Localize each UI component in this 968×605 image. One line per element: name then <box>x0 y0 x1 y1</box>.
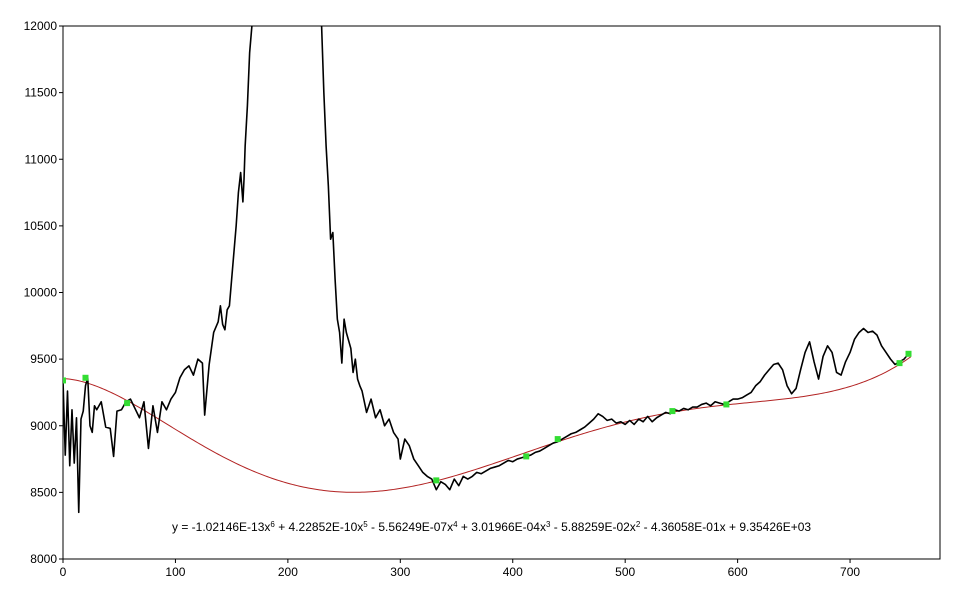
eq-term-2: - 5.88259E-02x <box>550 520 635 534</box>
anchor-point <box>124 400 131 407</box>
y-tick-label: 9500 <box>30 352 57 366</box>
anchor-point <box>554 436 561 443</box>
y-tick-label: 10000 <box>24 286 58 300</box>
plot-area-frame <box>62 25 941 560</box>
anchor-point <box>669 408 676 415</box>
anchor-point <box>723 401 730 408</box>
eq-power-5: 5 <box>363 520 368 529</box>
x-axis: 0 100 200 300 400 500 600 700 <box>60 559 860 579</box>
x-tick-label: 700 <box>840 565 860 579</box>
x-tick-label: 0 <box>60 565 67 579</box>
y-tick-label: 8000 <box>30 552 57 566</box>
y-tick-label: 12000 <box>24 19 58 33</box>
y-tick-label: 8500 <box>30 485 57 499</box>
eq-term-4: - 5.56249E-07x <box>368 520 453 534</box>
eq-power-3: 3 <box>546 520 551 529</box>
eq-term-5: + 4.22852E-10x <box>275 520 363 534</box>
x-tick-label: 300 <box>390 565 410 579</box>
y-tick-label: 11000 <box>25 152 58 166</box>
x-tick-label: 500 <box>615 565 635 579</box>
anchor-point <box>63 377 66 384</box>
x-tick-label: 400 <box>503 565 523 579</box>
fit-curve <box>63 356 912 493</box>
x-tick-label: 600 <box>728 565 748 579</box>
eq-term-6: y = -1.02146E-13x <box>172 520 270 534</box>
signal-line <box>63 26 912 514</box>
eq-power-4: 4 <box>453 520 458 529</box>
x-tick-label: 200 <box>278 565 298 579</box>
eq-term-3: + 3.01966E-04x <box>458 520 546 534</box>
y-tick-label: 9000 <box>30 419 57 433</box>
y-axis: 8000 8500 9000 9500 10000 10500 11000 11500 1200… <box>24 19 63 566</box>
anchor-point <box>523 453 530 460</box>
eq-term-1: - 4.36058E-01x + 9.35426E+03 <box>640 520 811 534</box>
anchor-point <box>82 374 89 381</box>
anchor-point <box>896 360 903 367</box>
anchor-point <box>905 350 912 357</box>
y-tick-label: 10500 <box>24 219 58 233</box>
eq-power-2: 2 <box>636 520 641 529</box>
eq-power-6: 6 <box>270 520 275 529</box>
regression-equation: y = -1.02146E-13x6 + 4.22852E-10x5 - 5.5… <box>172 520 811 535</box>
y-tick-label: 11500 <box>25 86 58 100</box>
anchor-point <box>433 477 440 484</box>
series-layer <box>63 26 912 514</box>
plot-content <box>63 26 912 514</box>
x-tick-label: 100 <box>165 565 185 579</box>
